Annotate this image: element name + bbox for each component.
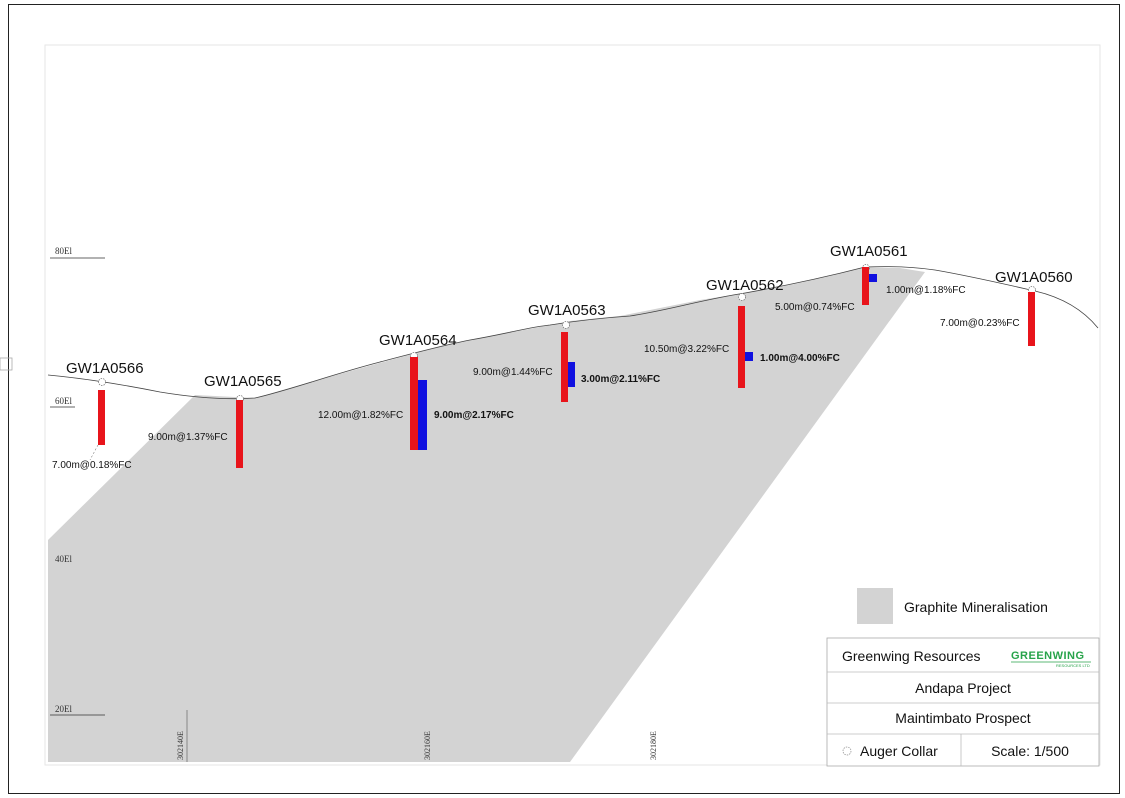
legend-label-mineralisation: Graphite Mineralisation [904, 599, 1048, 615]
greenwing-logo: GREENWING RESOURCES LTD [1011, 650, 1091, 668]
easting-label-302180: 302180E [649, 731, 658, 760]
drillhole-GW1A0561: GW1A0561 5.00m@0.74%FC 1.00m@1.18%FC [775, 243, 966, 313]
drillhole-GW1A0566: GW1A0566 7.00m@0.18%FC [52, 360, 144, 471]
intercept-label: 9.00m@1.44%FC [473, 367, 553, 378]
drillhole-GW1A0565: GW1A0565 9.00m@1.37%FC [148, 373, 282, 468]
auger-collar-legend-label: Auger Collar [860, 743, 938, 759]
high-grade-label: 3.00m@2.11%FC [581, 374, 660, 385]
project-name: Andapa Project [915, 680, 1011, 696]
prospect-name: Maintimbato Prospect [895, 710, 1031, 726]
easting-markers: 302140E 302160E 302180E [176, 710, 658, 762]
hole-id-label: GW1A0566 [66, 360, 144, 377]
inner-border [44, 44, 1101, 766]
auger-collar-icon [562, 321, 570, 329]
intercept-bar [738, 306, 745, 388]
auger-collar-icon [98, 378, 106, 386]
legend: Graphite Mineralisation [857, 588, 1048, 624]
intercept-bar [1028, 292, 1035, 346]
high-grade-label: 1.00m@4.00%FC [760, 353, 840, 364]
easting-label-302160: 302160E [423, 731, 432, 760]
high-grade-bar [745, 352, 753, 361]
intercept-label: 7.00m@0.23%FC [940, 318, 1020, 329]
drillhole-GW1A0564: GW1A0564 12.00m@1.82%FC 9.00m@2.17%FC [318, 332, 514, 450]
hole-id-label: GW1A0560 [995, 269, 1073, 286]
elevation-label-20: 20El [55, 704, 72, 714]
hole-id-label: GW1A0565 [204, 373, 282, 390]
high-grade-label: 1.00m@1.18%FC [886, 285, 966, 296]
intercept-label: 7.00m@0.18%FC [52, 460, 132, 471]
drillhole-GW1A0560: GW1A0560 7.00m@0.23%FC [940, 269, 1073, 346]
logo-text: GREENWING [1011, 650, 1085, 662]
scale-label: Scale: 1/500 [991, 743, 1069, 759]
high-grade-bar [568, 362, 575, 387]
elevation-label-60: 60El [55, 396, 72, 406]
intercept-label: 5.00m@0.74%FC [775, 302, 855, 313]
logo-subtext: RESOURCES LTD [1056, 663, 1090, 668]
page-marker [0, 357, 13, 371]
auger-collar-legend-icon [842, 746, 852, 756]
intercept-bar [236, 400, 243, 468]
label-leader [89, 444, 99, 461]
title-block-frame [826, 637, 1100, 767]
hole-id-label: GW1A0563 [528, 302, 606, 319]
elevation-label-40: 40El [55, 554, 72, 564]
intercept-label: 9.00m@1.37%FC [148, 432, 228, 443]
intercept-bar [410, 357, 418, 450]
graphite-mineralisation-zone [48, 267, 925, 762]
drillhole-GW1A0563: GW1A0563 9.00m@1.44%FC 3.00m@2.11%FC [473, 302, 660, 402]
high-grade-bar [418, 380, 427, 450]
intercept-bar [98, 390, 105, 445]
title-block: Greenwing Resources GREENWING RESOURCES … [826, 637, 1100, 767]
easting-label-302140: 302140E [176, 731, 185, 760]
hole-id-label: GW1A0564 [379, 332, 457, 349]
legend-swatch-mineralisation [857, 588, 893, 624]
hole-id-label: GW1A0561 [830, 243, 908, 260]
auger-collar-icon [738, 293, 746, 301]
elevation-label-80: 80El [55, 246, 72, 256]
high-grade-label: 9.00m@2.17%FC [434, 410, 514, 421]
intercept-label: 10.50m@3.22%FC [644, 344, 729, 355]
elevation-markers: 80El 60El 40El 20El [50, 246, 105, 716]
drillhole-GW1A0562: GW1A0562 10.50m@3.22%FC 1.00m@4.00%FC [644, 277, 840, 388]
intercept-bar [862, 267, 869, 305]
hole-id-label: GW1A0562 [706, 277, 784, 294]
company-name: Greenwing Resources [842, 648, 981, 664]
high-grade-bar [869, 274, 877, 282]
intercept-label: 12.00m@1.82%FC [318, 410, 403, 421]
intercept-bar [561, 332, 568, 402]
